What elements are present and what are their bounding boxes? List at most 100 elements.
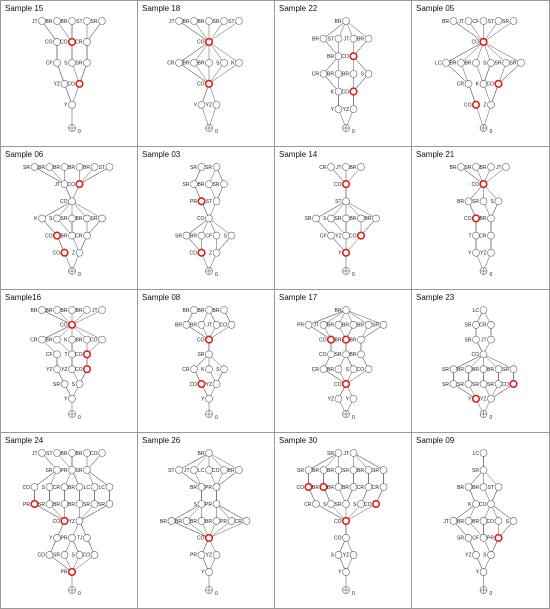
node-circle	[319, 365, 328, 373]
node-circle	[364, 321, 373, 329]
node-circle	[349, 466, 358, 474]
tree-edge	[178, 20, 210, 43]
node-label: BR	[76, 308, 83, 314]
node-circle	[38, 214, 46, 223]
node-circle	[220, 365, 228, 373]
node-label: CR	[312, 367, 320, 373]
node-circle	[212, 380, 221, 388]
node-circle	[327, 350, 335, 359]
tree-edge	[49, 166, 65, 185]
node-circle	[30, 163, 39, 171]
tree-node: BR	[450, 59, 465, 67]
node-circle	[205, 350, 213, 359]
tree-node: CO	[38, 551, 54, 559]
highlighted-node: CO	[60, 37, 77, 47]
node-label: BR	[190, 485, 197, 491]
node-label: CO	[68, 182, 76, 188]
sample-panel: Sample 26 BR ST JT LC CO BR BR PR S PR BR BR BR BR PR CR…	[137, 432, 275, 609]
node-circle	[105, 483, 114, 491]
node-circle	[205, 17, 213, 25]
node-label: BR	[312, 485, 319, 491]
node-label: SR	[91, 19, 98, 25]
node-label: T	[64, 352, 67, 358]
tree-node: SR	[305, 214, 320, 222]
node-circle	[242, 517, 251, 525]
tree-edge	[483, 41, 522, 64]
tree-node: BR	[457, 517, 473, 525]
tree-edge	[201, 104, 210, 129]
node-label: BR	[480, 165, 487, 171]
node-circle	[494, 517, 503, 525]
node-label: Y	[346, 397, 350, 403]
sample-panel: Sample 17 BR PR JT BR BR BR SR CO BR BR CO SR BR CR BR S…	[274, 289, 412, 433]
tree-diagram: LC SR BR BR ST K CO JT BR BR CO S SR CF PR YZ S Y 0	[443, 449, 518, 597]
node-label: K	[231, 61, 235, 67]
node-label: SR	[327, 451, 334, 457]
tree-node: K	[331, 87, 343, 95]
root-node-icon	[68, 267, 76, 275]
node-circle	[349, 483, 358, 491]
node-circle	[83, 17, 91, 25]
node-label: YZ	[465, 553, 471, 559]
node-circle	[30, 499, 39, 509]
node-circle	[205, 466, 213, 474]
tree-node: BR	[228, 466, 243, 474]
highlighted-node: CO	[502, 379, 518, 389]
node-circle	[45, 483, 54, 491]
node-label: S	[353, 502, 357, 508]
node-circle	[487, 394, 495, 403]
node-label: S	[331, 553, 335, 559]
node-label: S	[506, 519, 510, 525]
tree-edge	[71, 201, 103, 219]
node-label: SR	[495, 61, 502, 67]
tree-node: K	[34, 214, 46, 223]
node-label: JT	[496, 165, 502, 171]
node-label: S	[42, 485, 46, 491]
node-label: S	[361, 72, 365, 78]
tree-node: BR	[342, 70, 358, 78]
node-label: SR	[305, 216, 312, 222]
tree-node: SR	[465, 163, 480, 171]
tree-edge	[323, 20, 347, 39]
tree-node: SR	[213, 180, 228, 188]
node-circle	[90, 500, 99, 508]
node-circle	[349, 365, 358, 373]
tree-node: SR	[91, 214, 106, 222]
highlighted-node: PR	[23, 499, 39, 509]
tree-edge	[208, 20, 225, 43]
tree-diagram: JT BR BR ST SR CO CO CR CF S SR YZ CO Y 0	[32, 17, 106, 135]
tree-node: BR	[350, 214, 365, 222]
node-circle	[487, 163, 495, 171]
node-circle	[205, 214, 213, 223]
tree-node: BR	[205, 517, 221, 525]
tree-node: SR	[38, 500, 54, 508]
node-label: S	[483, 61, 487, 67]
tree-node: SR	[83, 500, 99, 508]
node-circle	[479, 197, 488, 206]
tree-node: BR	[190, 321, 206, 329]
node-label: BR	[31, 308, 38, 314]
node-circle	[327, 214, 335, 223]
node-circle	[53, 214, 61, 223]
tree-edge	[345, 368, 369, 385]
node-label: BR	[350, 216, 357, 222]
tree-node: BR	[61, 306, 76, 314]
node-label: S	[224, 233, 228, 239]
node-circle	[197, 551, 206, 559]
tree-node: Y	[64, 100, 76, 109]
node-circle	[342, 214, 350, 223]
node-circle	[38, 335, 46, 344]
tree-edge	[330, 218, 347, 236]
tree-node: BR	[183, 306, 198, 314]
tree-edge	[453, 354, 484, 370]
node-label: BR	[312, 468, 319, 474]
node-circle	[60, 551, 69, 559]
node-circle	[357, 335, 365, 344]
highlighted-node: CO	[75, 350, 92, 359]
node-label: ST	[488, 485, 494, 491]
node-circle	[190, 306, 198, 314]
tree-edge	[178, 41, 210, 64]
tree-node: Y	[49, 534, 61, 542]
panel-title: Sample 05	[416, 4, 455, 13]
tree-diagram: BR JT CF ST SR CO LC BR BR S SR SR CR K CO CO Z 0	[435, 17, 525, 135]
